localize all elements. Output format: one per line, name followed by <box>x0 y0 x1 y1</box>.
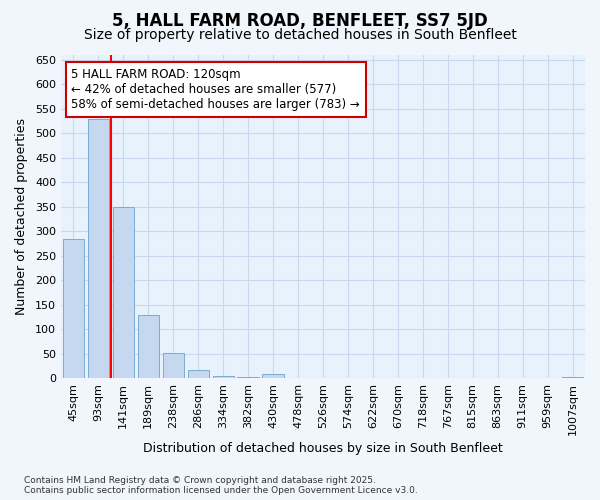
Bar <box>238 377 259 378</box>
Bar <box>163 353 184 378</box>
Y-axis label: Number of detached properties: Number of detached properties <box>15 118 28 315</box>
Bar <box>188 370 209 378</box>
X-axis label: Distribution of detached houses by size in South Benfleet: Distribution of detached houses by size … <box>143 442 503 455</box>
Bar <box>262 374 284 378</box>
Text: Size of property relative to detached houses in South Benfleet: Size of property relative to detached ho… <box>83 28 517 42</box>
Text: 5, HALL FARM ROAD, BENFLEET, SS7 5JD: 5, HALL FARM ROAD, BENFLEET, SS7 5JD <box>112 12 488 30</box>
Bar <box>63 238 84 378</box>
Bar <box>113 207 134 378</box>
Text: 5 HALL FARM ROAD: 120sqm
← 42% of detached houses are smaller (577)
58% of semi-: 5 HALL FARM ROAD: 120sqm ← 42% of detach… <box>71 68 360 111</box>
Text: Contains HM Land Registry data © Crown copyright and database right 2025.
Contai: Contains HM Land Registry data © Crown c… <box>24 476 418 495</box>
Bar <box>88 118 109 378</box>
Bar <box>212 376 234 378</box>
Bar <box>137 314 159 378</box>
